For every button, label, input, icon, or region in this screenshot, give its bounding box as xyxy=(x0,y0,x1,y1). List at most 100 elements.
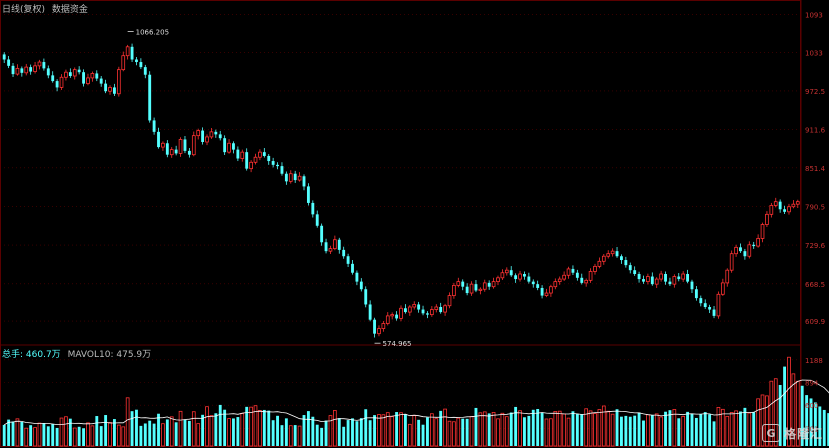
candle-body xyxy=(86,77,90,85)
candle-body xyxy=(760,224,765,239)
price-tick-label: 729.6 xyxy=(805,242,826,250)
volume-bar xyxy=(813,402,817,446)
volume-bar xyxy=(540,412,544,446)
candle-body xyxy=(694,289,698,299)
volume-bar xyxy=(381,414,386,447)
volume-bar xyxy=(430,413,434,447)
volume-bar xyxy=(271,420,275,446)
volume-bar xyxy=(536,409,540,446)
candle-body xyxy=(20,68,24,73)
candle-body xyxy=(311,202,315,215)
candle-body xyxy=(373,319,376,334)
volume-bar xyxy=(452,421,456,447)
volume-bar xyxy=(659,416,663,447)
volume-bar xyxy=(99,426,103,446)
volume-bar xyxy=(791,373,796,447)
candle-body xyxy=(664,274,667,282)
candle-body xyxy=(399,307,403,319)
volume-bar xyxy=(232,418,235,446)
candle-body xyxy=(553,281,558,288)
volume-bar xyxy=(544,418,549,447)
candle-body xyxy=(77,69,81,73)
volume-bar xyxy=(139,425,143,446)
volume-bar xyxy=(624,415,628,446)
price-tick-label: 972.5 xyxy=(805,88,825,96)
candle-body xyxy=(33,65,37,72)
volume-bar xyxy=(580,414,584,446)
candle-body xyxy=(381,323,386,329)
candle-body xyxy=(90,73,95,79)
candle-body xyxy=(328,248,333,252)
volume-bar xyxy=(694,417,698,446)
candle-body xyxy=(143,67,147,75)
candle-body xyxy=(253,156,258,163)
candle-body xyxy=(677,276,681,280)
volume-bar xyxy=(752,412,756,446)
candle-body xyxy=(615,251,619,257)
candle-body xyxy=(152,120,156,132)
volume-bar xyxy=(178,410,183,447)
volume-bar xyxy=(223,409,227,446)
volume-bar xyxy=(191,411,196,447)
candle-body xyxy=(443,305,447,313)
candle-body xyxy=(743,251,747,257)
volume-bar xyxy=(342,426,346,446)
volume-bar xyxy=(571,411,575,446)
volume-bar xyxy=(743,407,747,446)
volume-bar xyxy=(214,413,218,446)
candle-body xyxy=(668,281,672,285)
candle-body xyxy=(584,279,589,284)
volume-bar xyxy=(165,419,169,446)
candle-body xyxy=(654,278,659,285)
candle-body xyxy=(364,289,368,305)
candle-body xyxy=(59,76,64,88)
volume-bar xyxy=(64,416,68,447)
mavol-value: 475.9万 xyxy=(116,350,152,360)
volume-bar xyxy=(787,356,791,447)
volume-bar xyxy=(68,418,72,446)
volume-bar xyxy=(293,425,297,446)
price-tick-label: 1033 xyxy=(805,50,823,58)
volume-bar xyxy=(443,408,447,447)
volume-bar xyxy=(496,418,500,447)
volume-bar xyxy=(337,418,341,446)
candle-body xyxy=(491,281,496,288)
price-annotations: 1066.205 574.965 xyxy=(127,28,412,348)
candle-body xyxy=(620,256,623,261)
volume-bar xyxy=(487,413,491,446)
volume-series xyxy=(2,356,829,447)
volume-bar xyxy=(51,424,55,446)
candle-body xyxy=(601,255,606,262)
volume-bar xyxy=(407,423,412,447)
volume-bar xyxy=(187,420,191,446)
candle-body xyxy=(112,87,116,94)
volume-bar xyxy=(588,410,593,447)
volume-bar xyxy=(157,413,160,446)
candle-body xyxy=(245,152,249,169)
volume-bar xyxy=(227,418,231,447)
volume-bar xyxy=(593,413,597,447)
candle-body xyxy=(478,288,483,291)
candle-body xyxy=(699,298,703,304)
candle-body xyxy=(769,205,774,215)
volume-bar xyxy=(15,418,20,447)
price-tick-label: 790.5 xyxy=(805,203,825,211)
volume-bar xyxy=(112,419,116,446)
candle-body xyxy=(377,328,381,335)
candle-body xyxy=(64,71,68,78)
volume-bar xyxy=(82,428,85,446)
volume-bar xyxy=(37,422,42,447)
candle-body xyxy=(580,277,584,283)
candle-body xyxy=(148,74,152,121)
candle-body xyxy=(37,61,42,67)
candle-body xyxy=(412,304,417,308)
volume-bar xyxy=(575,413,579,446)
volume-bar xyxy=(33,427,37,447)
volume-bar xyxy=(403,414,407,446)
volume-tick-label: 894 xyxy=(805,380,819,388)
candle-body xyxy=(315,214,319,226)
volume-bar xyxy=(143,423,147,446)
candle-body xyxy=(29,67,33,72)
candle-body xyxy=(752,244,756,247)
